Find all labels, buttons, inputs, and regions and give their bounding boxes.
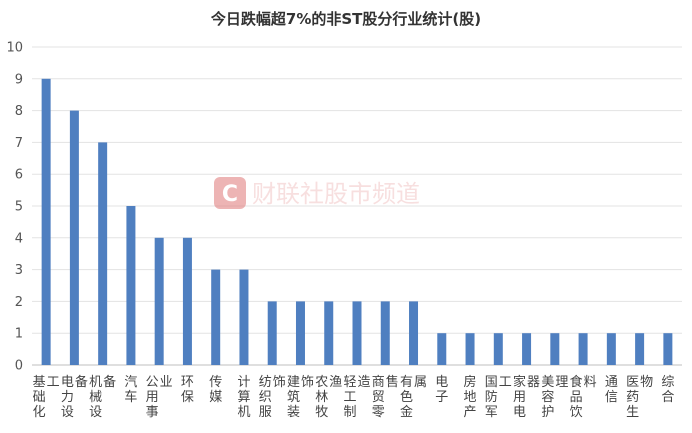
y-tick-label: 0 (15, 359, 23, 374)
x-tick-label: 商贸零售 (372, 374, 399, 420)
x-tick-label: 基础化工 (33, 375, 60, 420)
bar (69, 110, 79, 365)
bar (98, 142, 108, 365)
bar (267, 301, 277, 365)
bar (437, 333, 447, 365)
y-tick-label: 4 (15, 231, 23, 246)
x-tick-label: 农林牧渔 (315, 375, 342, 420)
x-tick-label: 美容护理 (541, 375, 568, 420)
bar (182, 237, 192, 365)
x-tick-label: 公用事业 (146, 375, 173, 420)
x-tick-label: 传媒 (209, 375, 222, 405)
y-tick-label: 9 (15, 72, 23, 87)
x-tick-label: 食品饮料 (570, 374, 597, 420)
bar (41, 78, 51, 366)
x-tick-label: 房地产 (464, 374, 477, 420)
bar (352, 301, 362, 365)
y-tick-label: 8 (15, 104, 23, 119)
x-tick-label: 电力设备 (61, 374, 88, 420)
x-tick-label: 纺织服饰 (259, 375, 286, 420)
y-tick-label: 5 (15, 200, 23, 215)
y-tick-label: 3 (15, 263, 23, 278)
x-tick-label: 汽车 (124, 375, 137, 405)
bar (465, 333, 475, 365)
x-tick-label: 综合 (661, 375, 674, 405)
y-tick-label: 7 (15, 136, 23, 151)
y-tick-label: 10 (6, 41, 23, 56)
bar (409, 301, 419, 365)
watermark-text: 财联社股市频道 (252, 180, 420, 208)
x-tick-label: 家用电器 (513, 374, 540, 420)
watermark: C 财联社股市频道 (214, 177, 420, 209)
bar (522, 333, 532, 365)
bar (380, 301, 390, 365)
bar (239, 269, 249, 365)
x-tick-label: 轻工制造 (343, 375, 370, 420)
bar (154, 237, 164, 365)
x-tick-label: 电子 (435, 375, 448, 405)
x-tick-label: 环保 (181, 375, 194, 405)
x-tick-label: 机械设备 (89, 374, 116, 420)
bar (211, 269, 221, 365)
bar (493, 333, 503, 365)
x-tick-label: 计算机 (237, 375, 250, 420)
watermark-logo-icon (214, 177, 246, 209)
chart-title: 今日跌幅超7%的非ST股分行业统计(股) (210, 10, 481, 28)
watermark-logo-letter: C (222, 182, 238, 207)
bar (324, 301, 334, 365)
x-tick-label: 国防军工 (485, 375, 512, 420)
bars (41, 78, 673, 366)
bar (606, 333, 616, 365)
y-tick-label: 2 (15, 295, 23, 310)
x-tick-label: 通信 (605, 375, 618, 405)
x-tick-label: 有色金属 (400, 375, 427, 420)
y-tick-label: 6 (15, 168, 23, 183)
y-axis-ticks: 0 1 2 3 4 5 6 7 8 9 10 (6, 41, 23, 374)
bar (663, 333, 673, 365)
x-tick-label: 建筑装饰 (287, 375, 314, 420)
y-tick-label: 1 (15, 327, 23, 342)
gridlines (32, 46, 682, 366)
bar (126, 206, 136, 365)
bar (578, 333, 588, 365)
bar (550, 333, 560, 365)
x-tick-label: 医药生物 (626, 375, 653, 420)
bar (635, 333, 645, 365)
bar (295, 301, 305, 365)
